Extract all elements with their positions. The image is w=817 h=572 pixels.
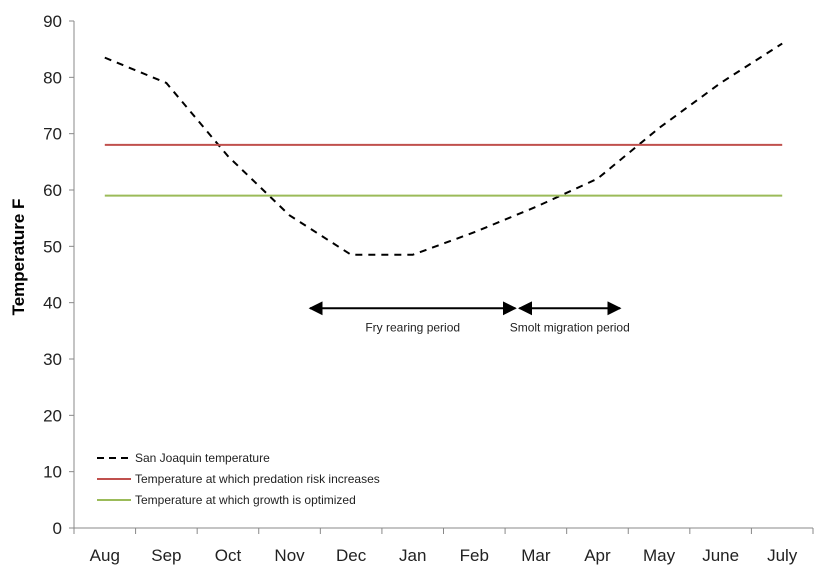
y-tick-label: 80 (43, 68, 62, 87)
y-tick-label: 60 (43, 181, 62, 200)
x-tick-label: June (702, 546, 739, 565)
annotation-layer: Fry rearing period Smolt migration period (308, 301, 630, 334)
x-tick-label: Apr (584, 546, 611, 565)
y-tick-label: 20 (43, 406, 62, 425)
x-tick-label: May (643, 546, 676, 565)
x-tick-label: Feb (460, 546, 489, 565)
y-axis-title: Temperature F (9, 199, 28, 316)
legend: San Joaquin temperature Temperature at wh… (97, 451, 380, 507)
legend-label: San Joaquin temperature (135, 451, 270, 465)
legend-label: Temperature at which growth is optimized (135, 493, 356, 507)
x-tick-label: Oct (215, 546, 242, 565)
legend-label: Temperature at which predation risk incr… (135, 472, 380, 486)
series-line-1 (104, 42, 783, 256)
y-tick-label: 90 (43, 12, 62, 31)
x-axis-ticks: Aug Sep Oct Nov Dec Jan Feb Mar Apr May June July (73, 528, 814, 565)
y-tick-label: 10 (43, 463, 62, 482)
y-tick-label: 0 (53, 519, 62, 538)
annotation-label: Smolt migration period (510, 320, 630, 334)
y-tick-label: 50 (43, 237, 62, 256)
x-tick-label: Sep (151, 546, 181, 565)
y-tick-label: 40 (43, 294, 62, 313)
x-tick-label: July (767, 546, 798, 565)
y-tick-label: 30 (43, 350, 62, 369)
x-tick-label: Nov (274, 546, 305, 565)
x-tick-label: Aug (90, 546, 120, 565)
x-tick-label: Jan (399, 546, 426, 565)
annotation-label: Fry rearing period (365, 320, 460, 334)
series-layer (104, 42, 783, 256)
x-tick-label: Dec (336, 546, 367, 565)
y-axis-ticks: 0 10 20 30 40 50 60 70 80 90 (43, 12, 74, 538)
x-tick-label: Mar (521, 546, 551, 565)
y-tick-label: 70 (43, 125, 62, 144)
